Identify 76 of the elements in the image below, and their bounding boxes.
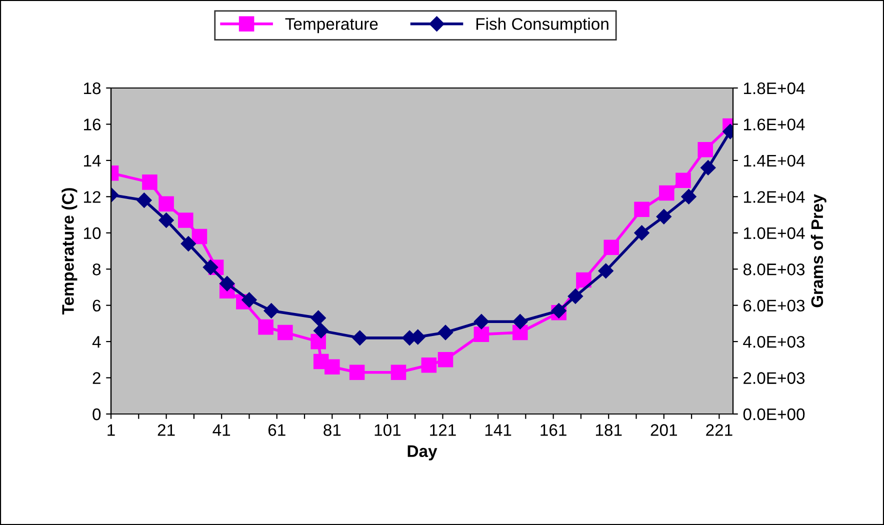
point [681,189,696,204]
point [142,174,158,190]
y-axis-title: Temperature (C) [62,188,78,315]
x-tick-label: 21 [158,424,175,436]
y2-tick-label: 6.0E+03 [744,300,805,312]
point [568,288,583,304]
point [438,324,454,340]
y2-tick-label: 1.0E+04 [744,227,805,240]
y2-tick-label: 1.8E+04 [744,82,805,94]
point [598,263,614,278]
x-tick-label: 181 [596,424,622,436]
x-tick-label: 101 [374,424,401,436]
point [310,310,326,326]
legend-label: Fish Consumption [476,18,608,34]
point [220,276,235,292]
y-tick-label: 6 [92,300,101,312]
x-tick-label: 81 [324,424,341,436]
point [136,192,152,208]
y2-tick-label: 1.2E+04 [744,191,805,203]
y-tick-label: 0 [92,408,101,420]
point [421,357,437,373]
point [698,142,713,158]
x-tick-label: 161 [540,424,566,436]
point [634,225,650,240]
x-tick-label: 41 [212,424,230,436]
point [656,209,672,224]
y-tick-label: 18 [84,82,101,94]
point [180,236,196,252]
point [178,212,194,228]
point [474,326,490,342]
x-tick-label: 1 [108,424,115,436]
y2-tick-label: 1.4E+04 [744,154,805,167]
x-tick-label: 201 [650,424,677,436]
y-tick-label: 2 [92,372,100,384]
point [512,324,528,340]
point [158,196,174,212]
y2-tick-label: 1.6E+04 [744,118,805,130]
y-tick-label: 4 [92,336,101,348]
point [264,303,279,318]
y-tick-label: 12 [84,191,100,203]
x-tick-label: 221 [706,424,732,436]
point [700,160,716,176]
point [676,172,691,188]
point [202,260,218,275]
y-tick-label: 10 [84,227,101,240]
point [242,292,257,308]
point [314,323,329,338]
x-tick-label: 141 [485,424,512,436]
point [634,202,650,217]
y2-tick-label: 0.0E+00 [743,408,805,420]
point [512,314,528,330]
legend-label: Temperature [285,18,378,34]
y-tick-label: 8 [92,264,101,276]
y2-axis-title: Grams of Prey [810,194,826,308]
point [659,185,674,201]
point [390,364,406,380]
point [604,240,620,256]
y2-tick-label: 2.0E+03 [744,372,805,384]
point [310,334,326,350]
y-tick-label: 14 [84,155,101,166]
x-tick-label: 121 [430,424,456,436]
point [158,212,174,228]
x-axis-title: Day [408,445,438,460]
point [474,314,490,330]
y2-tick-label: 4.0E+03 [743,336,805,348]
point [438,352,454,368]
point [258,319,274,335]
point [349,364,365,380]
point [324,359,340,375]
point [192,228,208,244]
point [352,330,368,346]
point [576,272,592,288]
point [278,324,293,340]
y2-tick-label: 8.0E+03 [743,264,805,276]
y-tick-label: 16 [84,118,101,130]
x-tick-label: 61 [268,424,286,436]
